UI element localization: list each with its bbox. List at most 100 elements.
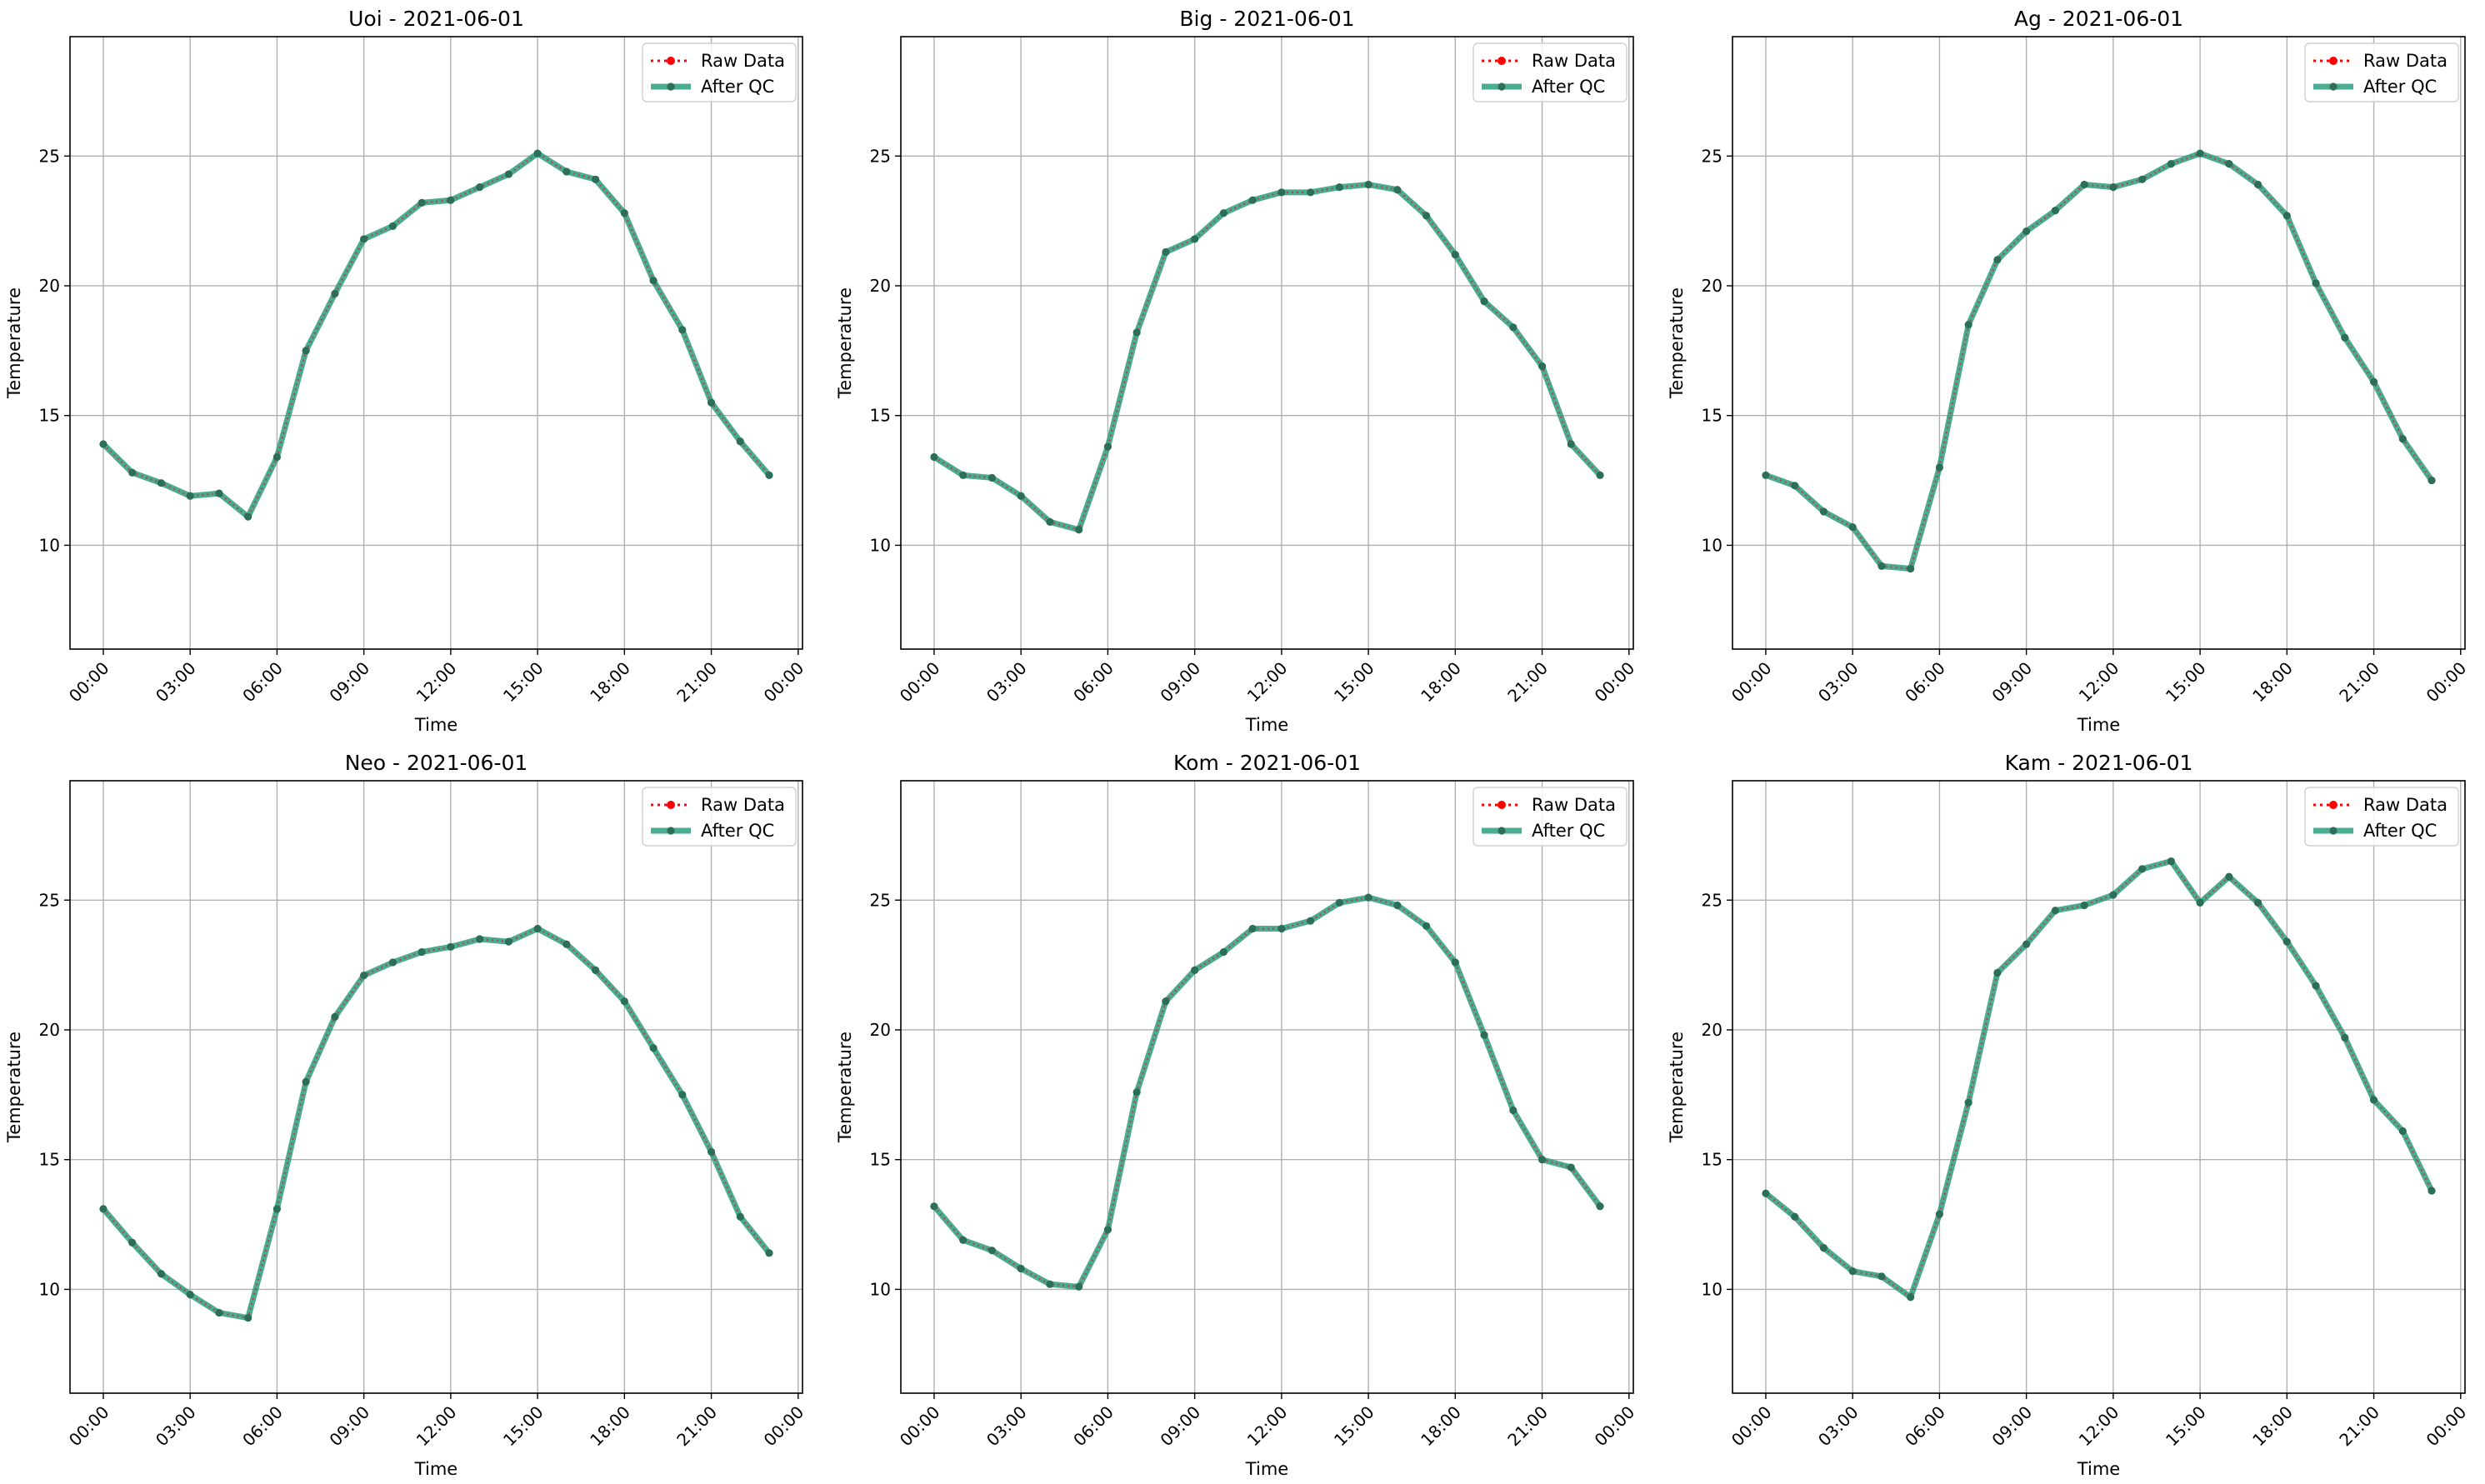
data-point [2167,857,2175,866]
legend-marker-raw-data [2329,801,2338,809]
data-point [1103,1226,1112,1234]
data-point [2167,160,2175,168]
x-tick-label: 21:00 [672,658,721,707]
x-tick-label: 03:00 [1814,1402,1862,1451]
y-tick-label: 20 [1702,1020,1722,1040]
data-point [2022,227,2031,236]
legend-label-after-qc: After QC [2363,77,2437,97]
y-tick-label: 10 [1702,1279,1722,1299]
data-point [1819,507,1828,516]
x-tick-label: 00:00 [760,658,808,707]
data-point [1762,1189,1770,1197]
x-axis-label: Time [2077,715,2120,735]
legend-label-raw-data: Raw Data [701,51,785,71]
data-point [360,235,368,243]
data-point [1596,471,1604,479]
data-point [988,1247,997,1255]
x-tick-label: 09:00 [325,1402,373,1451]
data-point [2341,333,2349,342]
x-tick-label: 09:00 [1156,1402,1204,1451]
y-tick-label: 10 [39,535,60,555]
legend: Raw Data After QC [1472,42,1628,102]
x-tick-label: 15:00 [2162,658,2210,707]
x-tick-label: 06:00 [1069,1402,1118,1451]
legend-marker-after-qc [667,82,675,91]
data-point [2369,377,2378,386]
y-tick-label: 25 [870,146,891,166]
data-point [157,1270,166,1278]
y-tick-label: 15 [1702,406,1722,426]
legend-label-raw-data: Raw Data [1532,51,1616,71]
data-point [302,347,310,355]
legend-marker-after-qc [1498,827,1506,835]
legend-marker-raw-data [1498,57,1506,65]
y-axis-label: Temperature [1667,287,1687,399]
data-point [1848,523,1857,532]
series-line-raw-data [102,152,770,519]
y-tick-label: 10 [39,1279,60,1299]
data-point [2312,279,2320,287]
axes-frame [69,36,803,650]
x-tick-label: 15:00 [1330,1402,1378,1451]
data-point [2051,907,2059,915]
data-point [2138,175,2147,183]
x-tick-label: 12:00 [1243,658,1292,707]
chart-title: Neo - 2021-06-01 [345,751,528,775]
x-tick-label: 00:00 [896,1402,944,1451]
data-point [1509,323,1518,332]
x-axis-label: Time [414,1459,458,1479]
data-point [418,198,426,207]
data-point [1393,901,1402,910]
legend-label-raw-data: Raw Data [1532,795,1616,815]
data-point [272,452,282,462]
data-point [930,452,938,462]
x-axis-label: Time [2077,1459,2120,1479]
legend: Raw Data After QC [1472,787,1628,847]
y-tick-label: 25 [870,890,891,910]
data-point [2196,898,2204,907]
x-tick-label: 12:00 [2075,1402,2123,1451]
data-point [1307,917,1315,925]
data-point [620,997,628,1006]
x-tick-label: 06:00 [1069,658,1118,707]
x-tick-label: 18:00 [1417,658,1465,707]
x-tick-label: 21:00 [672,1402,721,1451]
data-point [1791,482,1799,490]
chart-panel-1: Uoi - 2021-06-01 10 15 20 25 00:00 03:00 06:00 0… [4,7,808,735]
y-tick-label: 15 [870,1150,891,1170]
x-tick-label: 06:00 [238,658,287,707]
data-point [2080,180,2088,189]
grid [901,781,1633,1393]
legend-label-after-qc: After QC [701,821,774,841]
data-point [1132,328,1141,337]
data-point [1907,564,1915,573]
data-point [1762,471,1770,479]
data-point [1335,898,1343,907]
data-point [2312,982,2320,990]
data-point [1046,1280,1054,1288]
y-tick-label: 10 [870,535,891,555]
x-axis-label: Time [1245,1459,1288,1479]
x-tick-label: 00:00 [1728,658,1776,707]
x-tick-label: 00:00 [2422,1402,2471,1451]
data-point [533,924,542,933]
data-point [988,473,997,482]
data-point [1278,924,1286,933]
data-point [2428,1187,2436,1195]
x-tick-label: 09:00 [1988,658,2036,707]
x-tick-label: 06:00 [238,1402,287,1451]
x-tick-label: 03:00 [1814,658,1862,707]
x-tick-label: 00:00 [1728,1402,1776,1451]
axes-frame [1732,780,2466,1394]
series-line-raw-data [1765,152,2433,570]
data-point [562,940,571,948]
grid [901,37,1633,649]
x-tick-label: 09:00 [1988,1402,2036,1451]
series-line-after-qc [101,150,772,520]
x-tick-label: 15:00 [1330,658,1378,707]
data-point [186,492,194,500]
data-point [2225,160,2233,168]
data-point [930,1202,938,1211]
data-point [1480,1031,1488,1039]
data-point [1993,256,2002,264]
